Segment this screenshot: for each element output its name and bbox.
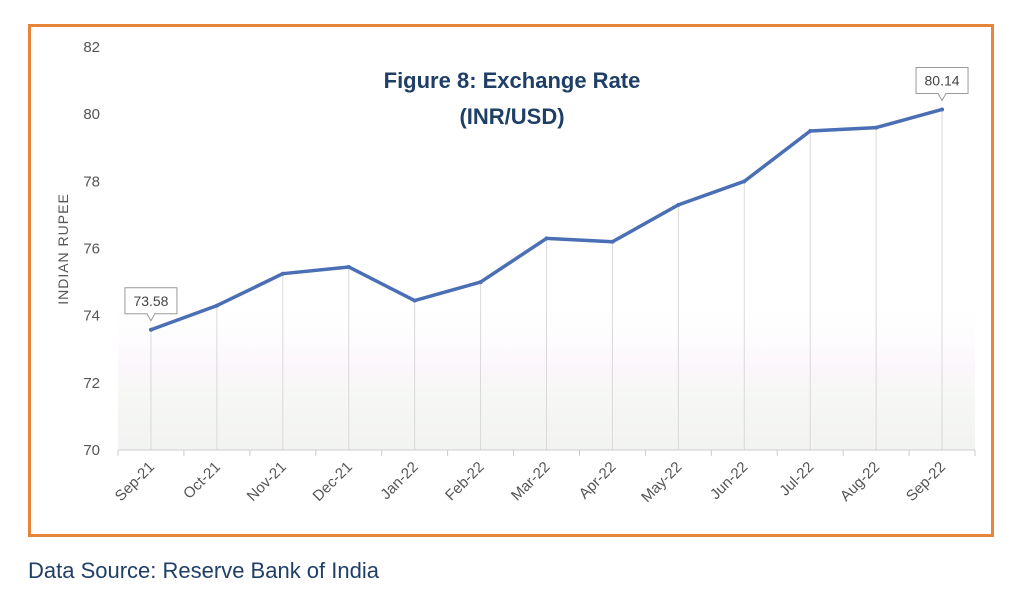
x-tick-label: Sep-21	[112, 459, 158, 505]
data-label-value: 80.14	[925, 72, 960, 88]
y-tick-label: 72	[83, 375, 100, 392]
data-label-Sep-22: 80.14	[915, 66, 969, 102]
data-point-Jul-22	[808, 128, 813, 133]
x-tick-label: Jul-22	[776, 459, 817, 500]
chart-title-line-1: Figure 8: Exchange Rate	[384, 68, 641, 93]
data-source-note: Data Source: Reserve Bank of India	[28, 558, 379, 583]
x-tick-label: May-22	[638, 459, 685, 506]
y-tick-label: 70	[83, 442, 100, 459]
x-tick-label: Sep-22	[903, 459, 949, 505]
x-tick-label: Feb-22	[442, 459, 488, 505]
x-tick-label: Jan-22	[377, 459, 421, 503]
data-label-Sep-21: 73.58	[124, 287, 178, 322]
data-point-Jun-22	[742, 179, 747, 184]
y-tick-label: 78	[83, 173, 100, 190]
x-tick-label: Aug-22	[837, 459, 883, 505]
grid	[150, 109, 943, 450]
exchange-rate-chart: 70 72 74 76 78 80 82 Sep-21 Oct-21 Nov-21 Dec-21 Ja…	[55, 39, 976, 506]
series	[148, 107, 945, 332]
data-point-Sep-21	[148, 327, 153, 332]
x-tick-label: Nov-21	[244, 459, 290, 505]
data-point-Mar-22	[544, 236, 549, 241]
chart-title-line-2: (INR/USD)	[459, 104, 564, 129]
data-point-Feb-22	[478, 280, 483, 285]
chart-frame	[28, 24, 994, 537]
y-axis-title: INDIAN RUPEE	[55, 193, 71, 305]
x-tick-label: Jun-22	[707, 459, 751, 503]
data-point-Sep-22	[940, 107, 945, 112]
data-point-Oct-21	[214, 303, 219, 308]
data-labels: 73.58 80.14	[124, 66, 969, 322]
data-point-Jan-22	[412, 298, 417, 303]
data-label-box	[915, 66, 969, 102]
data-point-Nov-21	[280, 271, 285, 276]
data-point-May-22	[676, 202, 681, 207]
x-tick-label: Mar-22	[508, 459, 554, 505]
data-label-value: 73.58	[133, 293, 168, 309]
y-tick-label: 76	[83, 241, 100, 258]
x-tick-label: Dec-21	[310, 459, 356, 505]
y-tick-label: 82	[83, 39, 100, 56]
data-label-box	[124, 287, 178, 322]
y-tick-label: 80	[83, 106, 100, 123]
x-tick-label: Apr-22	[576, 459, 620, 503]
data-point-Apr-22	[610, 239, 615, 244]
data-point-Dec-21	[346, 264, 351, 269]
y-tick-label: 74	[83, 308, 100, 325]
data-point-Aug-22	[874, 125, 879, 130]
x-tick-label: Oct-21	[180, 459, 224, 503]
